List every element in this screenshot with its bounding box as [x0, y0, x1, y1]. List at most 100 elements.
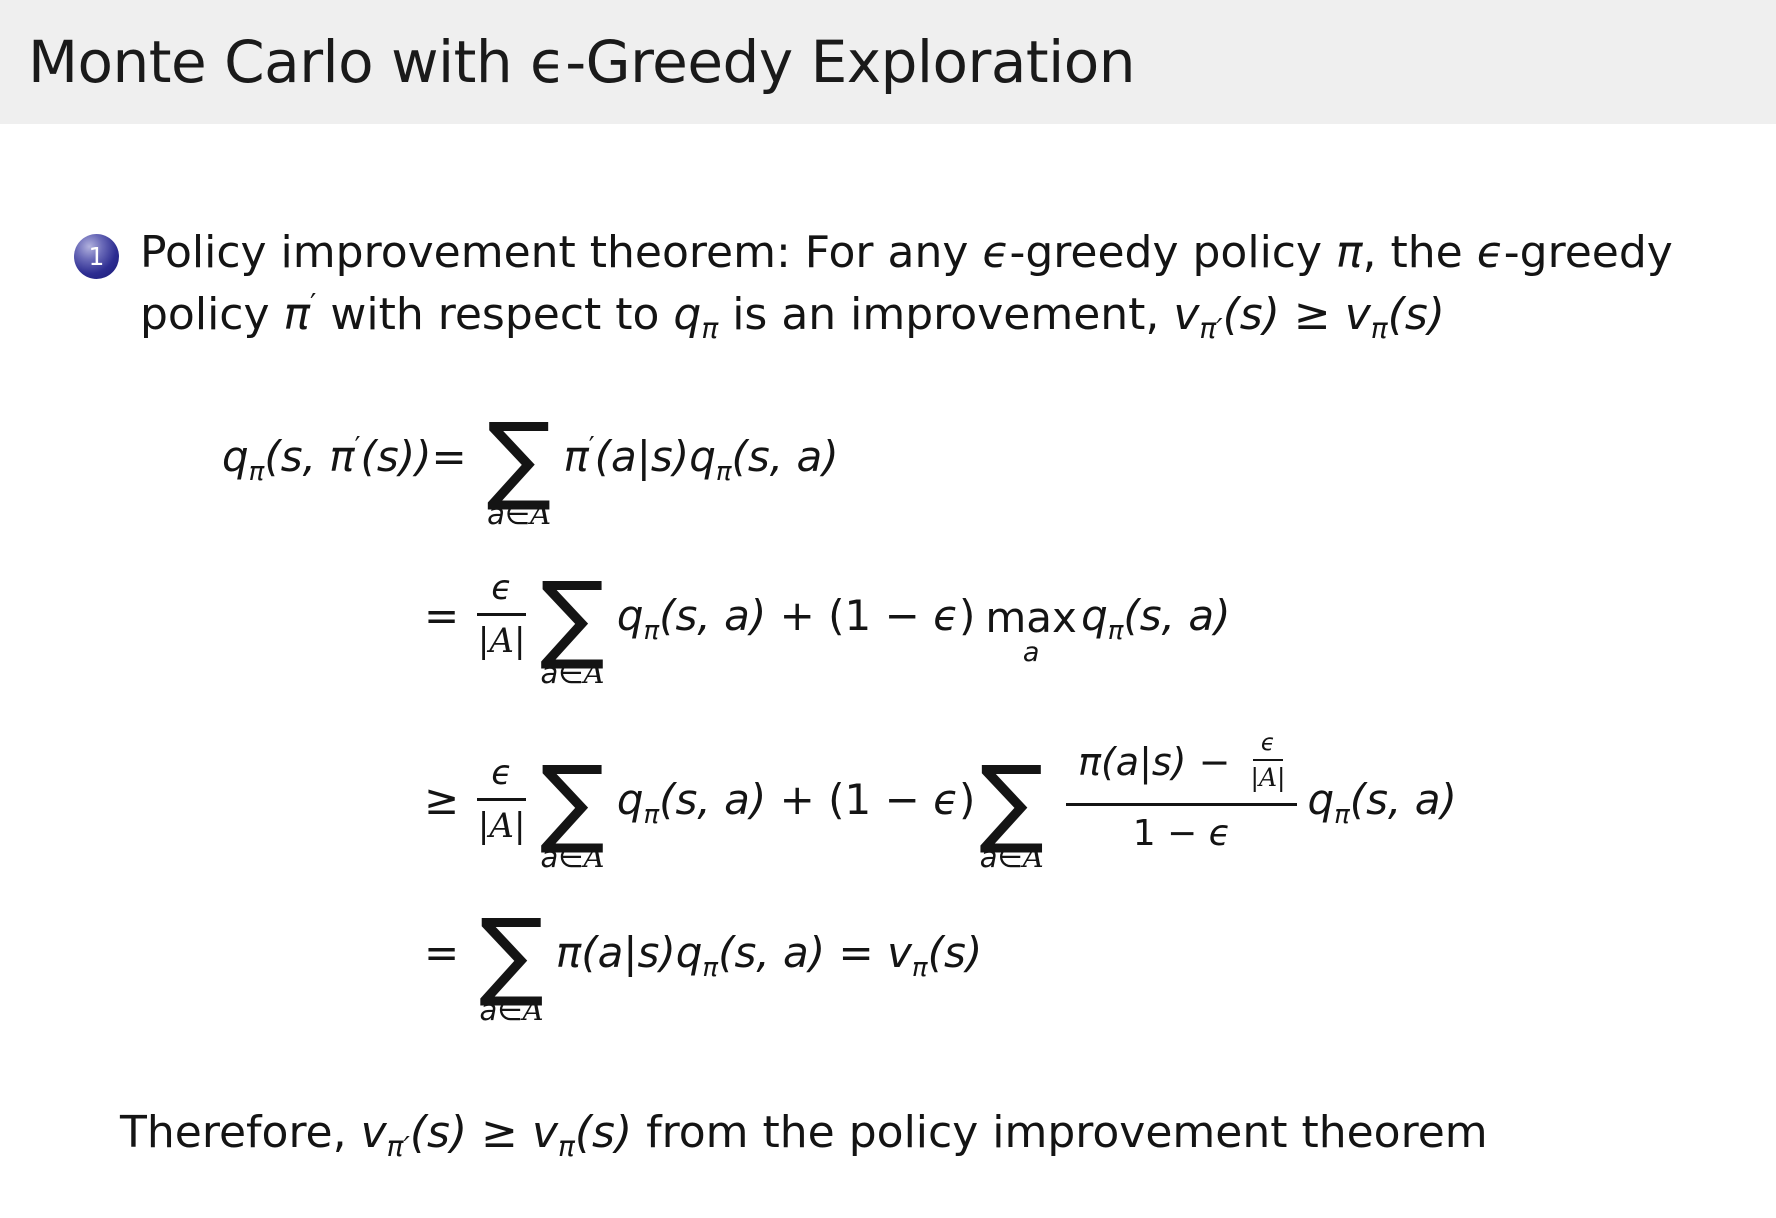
sum-operator: ∑ a∈A	[540, 745, 605, 875]
close-paren: )	[958, 590, 976, 640]
pi-symbol: π	[283, 289, 311, 340]
epsilon-symbol: ϵ	[1252, 730, 1284, 761]
v-symbol: v	[887, 928, 912, 977]
abs-bar: |	[513, 805, 526, 846]
group-sa: (s, a)	[718, 928, 826, 977]
element-of-symbol: ∈	[997, 840, 1023, 874]
prime-symbol: ′	[354, 432, 361, 462]
abs-bar: |	[1250, 763, 1259, 792]
equals-sign: =	[424, 590, 460, 640]
action-set-symbol: A	[530, 497, 552, 531]
element-of-symbol: ∈	[558, 655, 584, 690]
fraction-eps-over-A: ϵ |A|	[477, 754, 527, 847]
action-set-symbol: A	[583, 655, 605, 690]
sigma-icon: ∑	[486, 402, 552, 514]
q-symbol: q	[1307, 775, 1335, 824]
eq1-rhs: π′(a|s)qπ(s, a)	[563, 426, 838, 488]
element-of-symbol: ∈	[558, 840, 584, 874]
q-term: qπ(s, a)	[1077, 585, 1230, 647]
equals-sign: =	[431, 432, 467, 481]
v-symbol: v	[531, 1107, 559, 1158]
index-a: a	[540, 840, 559, 874]
v-symbol: v	[360, 1107, 387, 1158]
q-term: qπ(s, a)	[1307, 769, 1456, 831]
index-a: a	[979, 840, 998, 874]
pi-symbol: π	[555, 928, 582, 977]
fraction-numerator: ϵ	[477, 754, 527, 801]
big-fraction-denominator: 1 − ϵ	[1133, 806, 1231, 852]
text-fragment: with respect to	[316, 289, 674, 340]
bullet-text-line-2: policy π′ with respect to qπ is an impro…	[140, 284, 1680, 346]
text-fragment: , the	[1362, 227, 1477, 278]
q-symbol: q	[689, 432, 716, 481]
group-as: (a|s)	[1100, 739, 1187, 784]
sigma-icon: ∑	[540, 560, 605, 673]
open-paren-one-minus: (1 −	[828, 590, 934, 640]
equation-line-2: = ϵ |A| ∑ a∈A qπ(s, a) + (1 − ϵ) max a q…	[424, 523, 1231, 708]
element-of-symbol: ∈	[504, 497, 531, 531]
max-operator: max a	[985, 596, 1077, 668]
fraction-policy-ratio: π (a|s) − ϵ |A| 1 − ϵ	[1066, 728, 1298, 852]
index-a: a	[487, 497, 505, 531]
pi-subscript: π	[1370, 312, 1388, 345]
q-term: qπ(s, a)	[617, 769, 766, 831]
abs-bar: |	[1277, 763, 1286, 792]
group-s: (s)	[409, 1107, 468, 1158]
eq4-rhs: π(a|s)qπ(s, a) = vπ(s)	[556, 922, 982, 984]
q-symbol: q	[616, 775, 644, 824]
one-minus: 1 −	[1132, 813, 1209, 854]
element-of-symbol: ∈	[497, 993, 523, 1027]
enumeration-number: 1	[88, 242, 105, 271]
group-s-comma: (s,	[264, 432, 330, 481]
geq-sign: ≥	[424, 775, 460, 824]
small-fraction-eps-over-A: ϵ |A|	[1251, 730, 1286, 793]
group-s: (s)	[927, 928, 983, 977]
index-a: a	[540, 655, 559, 690]
geq-symbol: ≥	[1279, 289, 1345, 340]
pi-symbol: π	[563, 432, 589, 481]
action-set-symbol: A	[583, 840, 605, 874]
epsilon-symbol: ϵ	[1208, 813, 1231, 854]
title-bar: Monte Carlo with ϵ-Greedy Exploration	[0, 0, 1776, 124]
pi-subscript: π	[1107, 615, 1124, 646]
action-set-symbol: A	[489, 805, 514, 846]
max-index-a: a	[1022, 636, 1040, 668]
sum-operator: ∑ a∈A	[486, 402, 552, 532]
prime-symbol: ′	[310, 287, 317, 320]
pi-subscript: π	[1334, 800, 1350, 830]
pi-subscript: π	[558, 1130, 575, 1163]
pi-symbol: π	[1336, 227, 1363, 278]
pi-subscript: π	[702, 953, 719, 983]
group-sa: (s, a)	[659, 590, 767, 640]
sigma-icon: ∑	[479, 898, 544, 1010]
pi-symbol: π	[1078, 739, 1101, 784]
minus-sign: −	[1186, 739, 1243, 784]
sum-index: a∈A	[487, 496, 551, 532]
plus-sign: +	[766, 590, 829, 640]
text-fragment: from the policy improvement theorem	[632, 1107, 1488, 1158]
pi-subscript: π	[643, 615, 660, 646]
slide-title: Monte Carlo with ϵ-Greedy Exploration	[28, 28, 1136, 96]
action-set-symbol: A	[489, 621, 514, 661]
sum-index: a∈A	[540, 655, 604, 691]
text-fragment: Therefore,	[120, 1107, 361, 1158]
sum-index: a∈A	[480, 992, 544, 1028]
group-as: (a|s)	[581, 928, 676, 977]
sum-operator: ∑ a∈A	[979, 753, 1044, 875]
pi-subscript: π	[643, 800, 660, 830]
q-symbol: q	[675, 928, 703, 977]
one-minus-eps-term: (1 − ϵ)	[828, 585, 975, 647]
text-fragment: -greedy policy	[1009, 227, 1337, 278]
q-symbol: q	[673, 289, 702, 340]
action-set-symbol: A	[1022, 840, 1044, 874]
group-s: (s)	[1222, 289, 1280, 340]
equals-sign: =	[424, 928, 460, 977]
sum-index: a∈A	[980, 839, 1044, 875]
equation-line-1: qπ(s, π′(s)) = ∑ a∈A π′(a|s)qπ(s, a)	[222, 372, 839, 542]
sum-operator: ∑ a∈A	[479, 898, 544, 1028]
geq-symbol: ≥	[467, 1107, 532, 1158]
abs-bar: |	[477, 621, 490, 661]
close-paren: )	[958, 775, 976, 824]
sigma-icon: ∑	[540, 745, 605, 857]
equation-line-3: ≥ ϵ |A| ∑ a∈A qπ(s, a) + (1 − ϵ) ∑ a∈A π…	[424, 692, 1457, 908]
